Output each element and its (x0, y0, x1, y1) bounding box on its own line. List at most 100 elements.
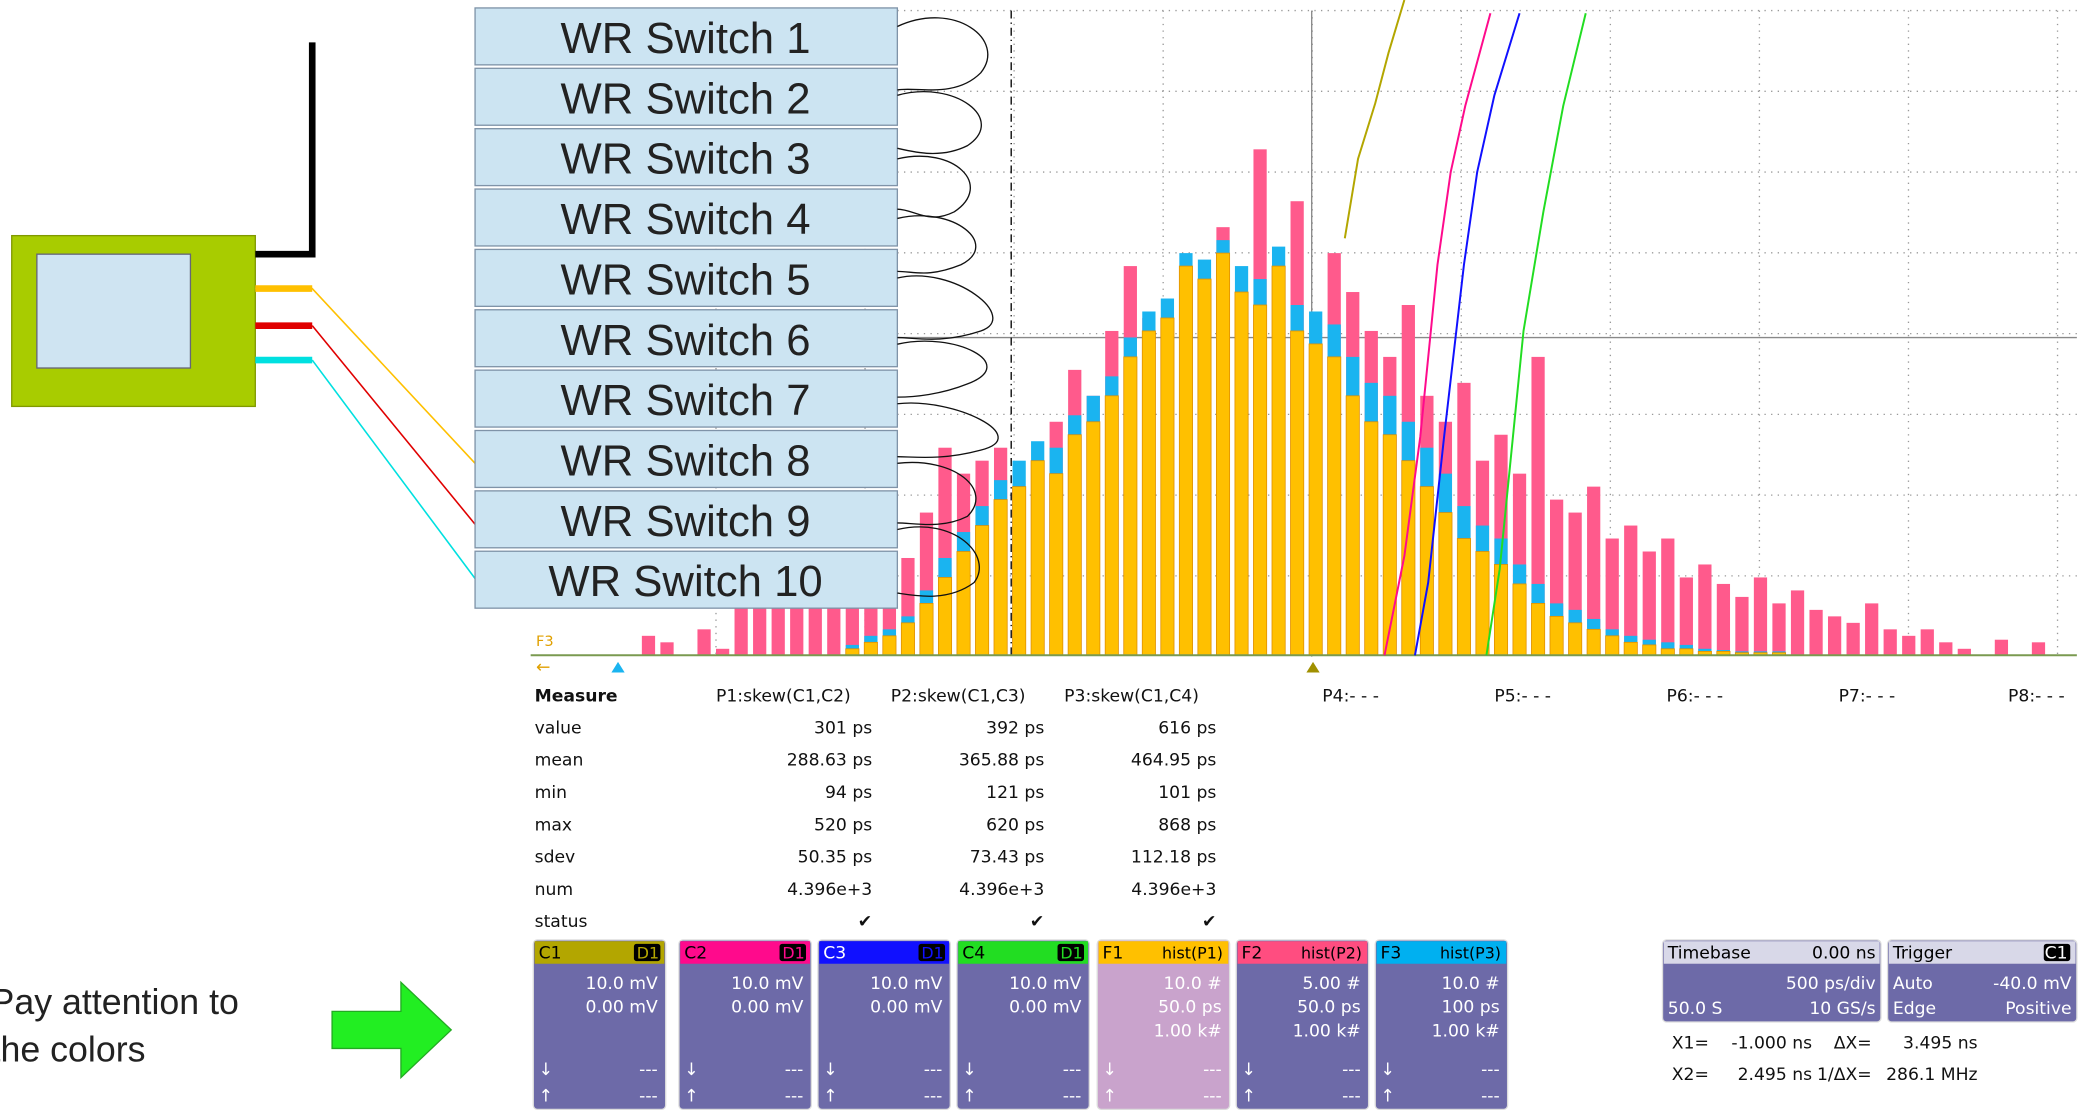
histogram-bar (1476, 551, 1489, 655)
cable (255, 289, 475, 464)
channel-arrow: ↑ (539, 1086, 553, 1106)
histogram-bar (1494, 564, 1507, 655)
channel-dash: --- (924, 1086, 943, 1106)
trigger-mode: Auto (1893, 974, 1933, 994)
table-cell: 121 ps (986, 783, 1044, 803)
histogram-bar (1643, 645, 1656, 655)
switch-label: WR Switch 7 (561, 376, 811, 425)
histogram-bar (1272, 266, 1285, 655)
table-cell: 4.396e+3 (787, 880, 872, 900)
histogram-bar (1698, 564, 1711, 655)
table-cell: 365.88 ps (959, 751, 1045, 771)
channel-value: 0.00 mV (586, 998, 658, 1018)
channel-body (679, 940, 811, 1109)
histogram-bar (660, 642, 673, 655)
channel-arrow: ↑ (1103, 1086, 1117, 1106)
histogram-bar (1531, 603, 1544, 655)
table-cell: ✔ (858, 912, 872, 932)
page: {"switches":["WR Switch 1","WR Switch 2"… (0, 0, 2078, 1112)
channel-boxes: C1D110.0 mV0.00 mV↓---↑---C2D110.0 mV0.0… (533, 940, 1507, 1109)
trace-marker: F3 (536, 633, 554, 650)
histogram-bar (1124, 357, 1137, 655)
cursor-readout: 3.495 ns (1903, 1033, 1978, 1053)
histogram-bar (957, 551, 970, 655)
channel-dash: --- (1481, 1086, 1500, 1106)
histogram-bar (1754, 577, 1767, 655)
histogram-bar (1569, 623, 1582, 655)
channel-value: 10.0 mV (731, 974, 803, 994)
histogram-bar (1902, 636, 1915, 655)
channel-dash: --- (785, 1060, 804, 1080)
histogram-bar (1198, 279, 1211, 655)
cursor-readout: ΔX= (1834, 1033, 1872, 1053)
histogram-bar (1847, 623, 1860, 655)
channel-value: 0.00 mV (731, 998, 803, 1018)
cursor-readout: X2= (1672, 1065, 1709, 1085)
marker (1306, 662, 1319, 673)
histogram-bar (1865, 603, 1878, 655)
marker (611, 662, 624, 673)
channel-dash: --- (639, 1086, 658, 1106)
cursor-readout: -1.000 ns (1731, 1033, 1812, 1053)
histogram-bar (994, 500, 1007, 656)
channel-name: F3 (1381, 943, 1402, 963)
table-cell: max (535, 815, 572, 835)
histogram-bar (1735, 597, 1748, 655)
table-cell: 616 ps (1158, 718, 1216, 738)
histogram-bar (735, 603, 748, 655)
table-header: P6:- - - (1666, 687, 1723, 707)
channel-arrow: ↓ (823, 1060, 837, 1080)
histogram-bar (1606, 636, 1619, 655)
channel-arrow: ↓ (1242, 1060, 1256, 1080)
histogram-bar (1624, 642, 1637, 655)
table-cell: value (535, 718, 582, 738)
histogram-bar (1420, 487, 1433, 656)
timebase-scale: 500 ps/div (1786, 974, 1876, 994)
channel-name: C3 (823, 943, 846, 963)
histogram-bar (1179, 266, 1192, 655)
table-cell: 101 ps (1158, 783, 1216, 803)
cable (255, 42, 312, 254)
channel-value: 10.0 mV (870, 974, 942, 994)
table-header: P5:- - - (1494, 687, 1551, 707)
note-text: the colors (0, 1030, 145, 1070)
histogram-bar (2032, 642, 2045, 655)
channel-tag: hist(P3) (1440, 943, 1501, 962)
histogram-bar (1809, 610, 1822, 655)
channel-name: C4 (962, 943, 985, 963)
channel-arrow: ↑ (684, 1086, 698, 1106)
channel-arrow: ↑ (823, 1086, 837, 1106)
table-header: P2:skew(C1,C3) (891, 687, 1026, 707)
histogram-bar (975, 526, 988, 656)
timebase-trigger: Timebase0.00 ns500 ps/div50.0 S10 GS/sTr… (1663, 940, 2077, 1085)
table-cell: 520 ps (814, 815, 872, 835)
trigger-slope: Positive (2005, 999, 2071, 1019)
channel-tag: hist(P2) (1301, 943, 1362, 962)
screenshot: ← F3 WR Switch 1WR Switch 2WR Switch 3WR… (0, 0, 2078, 1112)
channel-value: 1.00 k# (1432, 1022, 1500, 1042)
table-cell: ✔ (1030, 912, 1044, 932)
histogram-bar (1884, 629, 1897, 655)
histogram-bar (1142, 331, 1155, 655)
cursor-readout: 1/ΔX= (1817, 1065, 1872, 1085)
switch-label: WR Switch 9 (561, 497, 811, 546)
table-cell: 620 ps (986, 815, 1044, 835)
histogram-bar (920, 603, 933, 655)
timebase-samples: 50.0 S (1668, 999, 1723, 1019)
channel-value: 10.0 mV (1009, 974, 1081, 994)
channel-arrow: ↓ (962, 1060, 976, 1080)
histogram-bar (1513, 584, 1526, 655)
channel-value: 100 ps (1442, 998, 1500, 1018)
histogram-bar (1439, 513, 1452, 656)
channel-dash: --- (924, 1060, 943, 1080)
cable (312, 326, 475, 525)
histogram-bar (1921, 629, 1934, 655)
histogram-bar (1587, 629, 1600, 655)
channel-tag: D1 (637, 943, 659, 962)
channel-dash: --- (1342, 1086, 1361, 1106)
table-header: P3:skew(C1,C4) (1064, 687, 1199, 707)
histogram-bar (1995, 640, 2008, 656)
histogram-bar (883, 636, 896, 655)
table-cell: 4.396e+3 (959, 880, 1044, 900)
histogram-bar (1216, 253, 1229, 655)
